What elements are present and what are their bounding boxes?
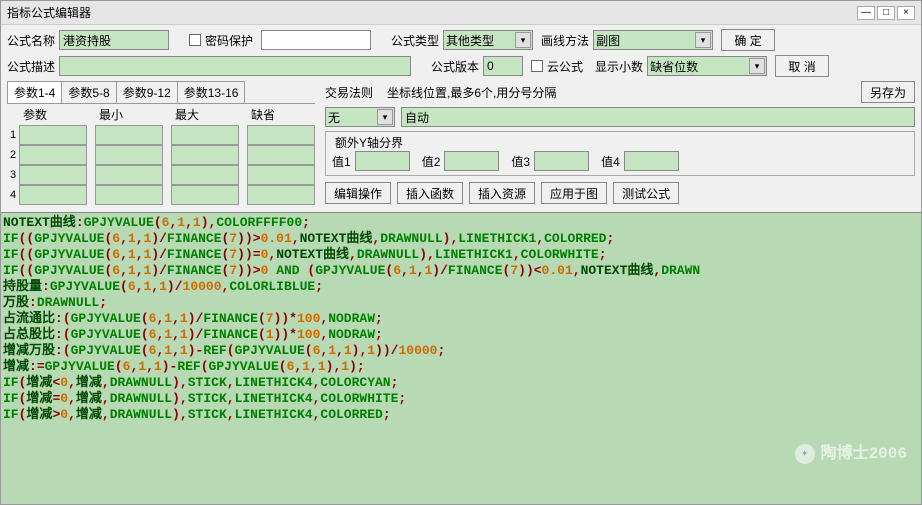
param-cell[interactable] bbox=[247, 165, 315, 185]
tab-params-13-16[interactable]: 参数13-16 bbox=[177, 81, 246, 103]
param-cell[interactable] bbox=[247, 185, 315, 205]
minimize-button[interactable]: — bbox=[857, 6, 875, 20]
cloud-checkbox[interactable] bbox=[531, 60, 543, 72]
label-desc: 公式描述 bbox=[7, 58, 55, 75]
save-as-button[interactable]: 另存为 bbox=[861, 81, 915, 103]
apply-chart-button[interactable]: 应用于图 bbox=[541, 182, 607, 204]
label-pwd: 密码保护 bbox=[205, 32, 253, 49]
coord-input[interactable] bbox=[401, 107, 915, 127]
code-line: NOTEXT曲线:GPJYVALUE(6,1,1),COLORFFFF00; bbox=[3, 215, 919, 231]
label-type: 公式类型 bbox=[391, 32, 439, 49]
formula-code-editor[interactable]: ✦陶博士2006 NOTEXT曲线:GPJYVALUE(6,1,1),COLOR… bbox=[1, 212, 921, 504]
param-cell[interactable] bbox=[95, 165, 163, 185]
code-line: IF((GPJYVALUE(6,1,1)/FINANCE(7))=0,NOTEX… bbox=[3, 247, 919, 263]
code-line: 占总股比:(GPJYVALUE(6,1,1)/FINANCE(1))*100,N… bbox=[3, 327, 919, 343]
cancel-button[interactable]: 取 消 bbox=[775, 55, 829, 77]
code-line: 持股量:GPJYVALUE(6,1,1)/10000,COLORLIBLUE; bbox=[3, 279, 919, 295]
param-header: 参数 bbox=[19, 104, 87, 125]
param-cell[interactable] bbox=[95, 125, 163, 145]
window-title: 指标公式编辑器 bbox=[7, 4, 855, 21]
edit-op-button[interactable]: 编辑操作 bbox=[325, 182, 391, 204]
password-input[interactable] bbox=[261, 30, 371, 50]
desc-input[interactable] bbox=[59, 56, 411, 76]
code-line: IF((GPJYVALUE(6,1,1)/FINANCE(7))>0 AND (… bbox=[3, 263, 919, 279]
draw-method-select[interactable]: 副图▾ bbox=[593, 30, 713, 50]
v3-input[interactable] bbox=[534, 151, 589, 171]
label-version: 公式版本 bbox=[431, 58, 479, 75]
label-draw: 画线方法 bbox=[541, 32, 589, 49]
fieldset-title: 额外Y轴分界 bbox=[332, 134, 406, 151]
param-cell[interactable] bbox=[171, 145, 239, 165]
ok-button[interactable]: 确 定 bbox=[721, 29, 775, 51]
chevron-down-icon: ▾ bbox=[749, 58, 765, 74]
label-v4: 值4 bbox=[601, 153, 620, 170]
param-cell[interactable] bbox=[19, 165, 87, 185]
close-button[interactable]: × bbox=[897, 6, 915, 20]
maximize-button[interactable]: □ bbox=[877, 6, 895, 20]
param-cell[interactable] bbox=[19, 125, 87, 145]
titlebar: 指标公式编辑器 — □ × bbox=[1, 1, 921, 25]
code-line: IF((GPJYVALUE(6,1,1)/FINANCE(7))>0.01,NO… bbox=[3, 231, 919, 247]
test-formula-button[interactable]: 测试公式 bbox=[613, 182, 679, 204]
decimals-select[interactable]: 缺省位数▾ bbox=[647, 56, 767, 76]
code-line: 增减:=GPJYVALUE(6,1,1)-REF(GPJYVALUE(6,1,1… bbox=[3, 359, 919, 375]
label-trade-rule: 交易法则 bbox=[325, 84, 373, 101]
label-decimals: 显示小数 bbox=[595, 58, 643, 75]
code-line: 万股:DRAWNULL; bbox=[3, 295, 919, 311]
tab-params-5-8[interactable]: 参数5-8 bbox=[61, 81, 116, 103]
watermark: ✦陶博士2006 bbox=[795, 444, 907, 464]
v4-input[interactable] bbox=[624, 151, 679, 171]
name-input[interactable] bbox=[59, 30, 169, 50]
code-line: 增减万股:(GPJYVALUE(6,1,1)-REF(GPJYVALUE(6,1… bbox=[3, 343, 919, 359]
insert-fn-button[interactable]: 插入函数 bbox=[397, 182, 463, 204]
code-line: IF(增减<0,增减,DRAWNULL),STICK,LINETHICK4,CO… bbox=[3, 375, 919, 391]
param-cell[interactable] bbox=[171, 185, 239, 205]
param-table: 参数 最小 最大 缺省 1 2 3 4 bbox=[7, 104, 315, 205]
code-line: 占流通比:(GPJYVALUE(6,1,1)/FINANCE(7))*100,N… bbox=[3, 311, 919, 327]
formula-editor-window: 指标公式编辑器 — □ × 公式名称 密码保护 公式类型 其他类型▾ 画线方法 … bbox=[0, 0, 922, 505]
param-cell[interactable] bbox=[19, 145, 87, 165]
label-cloud: 云公式 bbox=[547, 58, 583, 75]
label-v2: 值2 bbox=[422, 153, 441, 170]
wechat-icon: ✦ bbox=[795, 444, 815, 464]
param-cell[interactable] bbox=[247, 145, 315, 165]
param-header: 最大 bbox=[171, 104, 239, 125]
label-coord-hint: 坐标线位置,最多6个,用分号分隔 bbox=[387, 84, 556, 101]
label-v1: 值1 bbox=[332, 153, 351, 170]
trade-rule-select[interactable]: 无▾ bbox=[325, 107, 395, 127]
param-cell[interactable] bbox=[247, 125, 315, 145]
label-v3: 值3 bbox=[511, 153, 530, 170]
label-name: 公式名称 bbox=[7, 32, 55, 49]
chevron-down-icon: ▾ bbox=[695, 32, 711, 48]
extra-y-fieldset: 额外Y轴分界 值1 值2 值3 值4 bbox=[325, 131, 915, 176]
code-line: IF(增减=0,增减,DRAWNULL),STICK,LINETHICK4,CO… bbox=[3, 391, 919, 407]
chevron-down-icon: ▾ bbox=[377, 109, 393, 125]
v2-input[interactable] bbox=[444, 151, 499, 171]
param-header: 最小 bbox=[95, 104, 163, 125]
password-checkbox[interactable] bbox=[189, 34, 201, 46]
param-cell[interactable] bbox=[95, 185, 163, 205]
form-area: 公式名称 密码保护 公式类型 其他类型▾ 画线方法 副图▾ 确 定 公式描述 公… bbox=[1, 25, 921, 212]
type-select[interactable]: 其他类型▾ bbox=[443, 30, 533, 50]
param-tabs: 参数1-4 参数5-8 参数9-12 参数13-16 bbox=[7, 81, 315, 104]
v1-input[interactable] bbox=[355, 151, 410, 171]
tab-params-9-12[interactable]: 参数9-12 bbox=[116, 81, 178, 103]
code-line: IF(增减>0,增减,DRAWNULL),STICK,LINETHICK4,CO… bbox=[3, 407, 919, 423]
tab-params-1-4[interactable]: 参数1-4 bbox=[7, 81, 62, 103]
param-cell[interactable] bbox=[171, 165, 239, 185]
param-cell[interactable] bbox=[95, 145, 163, 165]
param-cell[interactable] bbox=[171, 125, 239, 145]
insert-res-button[interactable]: 插入资源 bbox=[469, 182, 535, 204]
param-cell[interactable] bbox=[19, 185, 87, 205]
chevron-down-icon: ▾ bbox=[515, 32, 531, 48]
version-input[interactable] bbox=[483, 56, 523, 76]
param-header: 缺省 bbox=[247, 104, 315, 125]
